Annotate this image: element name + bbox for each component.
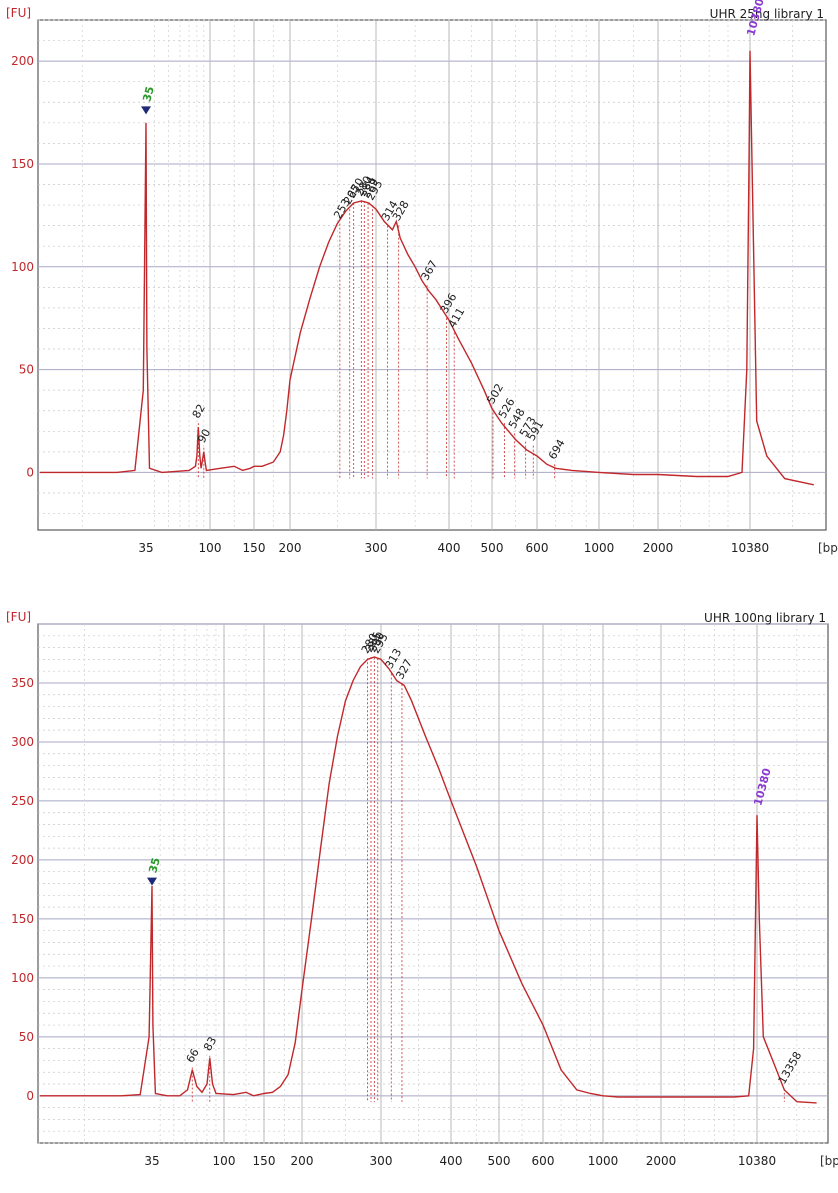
- x-tick-label: 10380: [738, 1154, 776, 1168]
- y-tick-label: 0: [26, 1089, 34, 1103]
- plot-area: [37, 19, 827, 531]
- x-tick-label: 150: [253, 1154, 276, 1168]
- chart-title: UHR 25ng library 1: [710, 7, 824, 21]
- marker-label: 35: [140, 85, 157, 103]
- peak-label: 90: [195, 427, 213, 446]
- x-tick-label: 10380: [731, 541, 769, 555]
- y-tick-label: 250: [11, 794, 34, 808]
- lower-marker-triangle: [141, 106, 151, 115]
- x-tick-label: 600: [532, 1154, 555, 1168]
- x-tick-label: 500: [488, 1154, 511, 1168]
- y-tick-label: 300: [11, 735, 34, 749]
- x-tick-label: 2000: [643, 541, 674, 555]
- marker-label: 35: [146, 856, 163, 874]
- chart-title: UHR 100ng library 1: [704, 611, 826, 625]
- x-tick-label: 1000: [588, 1154, 619, 1168]
- y-axis-unit: [FU]: [6, 6, 31, 20]
- signal-trace: [40, 50, 814, 486]
- peak-annotations: [197, 200, 556, 479]
- y-axis-unit: [FU]: [6, 610, 31, 624]
- x-tick-label: 400: [440, 1154, 463, 1168]
- y-tick-label: 200: [11, 54, 34, 68]
- peak-label: 83: [201, 1035, 219, 1054]
- x-axis-unit: [bp]: [820, 1154, 838, 1168]
- y-tick-label: 150: [11, 157, 34, 171]
- grid: [38, 19, 826, 530]
- x-tick-label: 35: [144, 1154, 159, 1168]
- y-tick-label: 0: [26, 465, 34, 479]
- x-tick-label: 300: [365, 541, 388, 555]
- peak-label: 66: [184, 1046, 202, 1065]
- y-tick-label: 50: [19, 363, 34, 377]
- electropherogram-chart-2: 0 50 100 150 200 250 300 350 35 100 150 200 300 400 50…: [6, 610, 838, 1168]
- y-tick-label: 50: [19, 1030, 34, 1044]
- x-tick-label: 200: [291, 1154, 314, 1168]
- grid: [38, 623, 828, 1144]
- x-tick-label: 100: [199, 541, 222, 555]
- x-axis-unit: [bp]: [818, 541, 838, 555]
- signal-trace: [40, 656, 817, 1104]
- electropherogram-panel-2: 0 50 100 150 200 250 300 350 35 100 150 200 300 400 50…: [0, 610, 838, 1193]
- x-tick-label: 35: [138, 541, 153, 555]
- x-tick-label: 200: [279, 541, 302, 555]
- x-tick-label: 100: [213, 1154, 236, 1168]
- x-tick-label: 150: [243, 541, 266, 555]
- x-tick-label: 300: [370, 1154, 393, 1168]
- electropherogram-chart-1: 0 50 100 150 200 35 100 150 200 300 400 500 600 1000 2…: [6, 0, 838, 555]
- x-tick-label: 600: [526, 541, 549, 555]
- peak-label: 82: [190, 402, 208, 421]
- x-tick-label: 500: [481, 541, 504, 555]
- x-tick-label: 2000: [646, 1154, 677, 1168]
- y-tick-label: 200: [11, 853, 34, 867]
- lower-marker-triangle: [147, 877, 157, 886]
- x-tick-label: 400: [438, 541, 461, 555]
- y-tick-label: 350: [11, 676, 34, 690]
- y-tick-label: 100: [11, 260, 34, 274]
- x-tick-label: 1000: [584, 541, 615, 555]
- electropherogram-panel-1: 0 50 100 150 200 35 100 150 200 300 400 500 600 1000 2…: [0, 0, 838, 583]
- peak-annotations: [191, 657, 785, 1102]
- y-tick-label: 150: [11, 912, 34, 926]
- y-tick-label: 100: [11, 971, 34, 985]
